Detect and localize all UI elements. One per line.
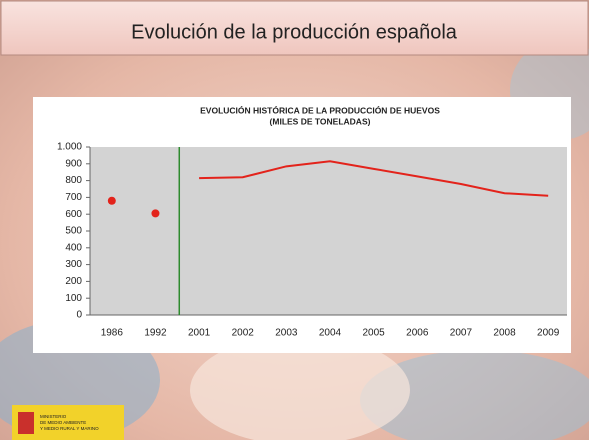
- y-tick-label: 900: [65, 158, 82, 169]
- y-tick-label: 1.000: [57, 142, 82, 153]
- chart-title: EVOLUCIÓN HISTÓRICA DE LA PRODUCCIÓN DE …: [200, 104, 440, 115]
- x-tick-label: 2002: [232, 328, 255, 339]
- y-tick-label: 800: [65, 175, 82, 186]
- x-tick-label: 2004: [319, 328, 342, 339]
- x-tick-label: 2001: [188, 328, 211, 339]
- plot-area: [90, 147, 567, 315]
- x-tick-label: 2005: [363, 328, 386, 339]
- y-tick-label: 300: [65, 259, 82, 270]
- y-tick-label: 600: [65, 209, 82, 220]
- background-shape: [360, 350, 589, 440]
- title-band: [0, 0, 589, 56]
- y-tick-label: 200: [65, 276, 82, 287]
- data-point: [107, 196, 116, 205]
- logo-emblem: [18, 412, 34, 434]
- x-tick-label: 2003: [275, 328, 298, 339]
- y-tick-label: 0: [76, 310, 82, 321]
- x-tick-label: 2006: [406, 328, 429, 339]
- y-tick-label: 400: [65, 242, 82, 253]
- x-tick-label: 1986: [101, 328, 124, 339]
- data-line: [199, 160, 549, 197]
- logo-text: Y MEDIO RURAL Y MARINO: [40, 426, 99, 431]
- slide-title: Evolución de la producción española: [131, 21, 458, 43]
- logo-text: DE MEDIO AMBIENTE: [40, 420, 86, 425]
- data-point: [151, 209, 160, 218]
- logo-text: MINISTERIO: [40, 414, 67, 419]
- background-shape: [190, 335, 410, 440]
- y-tick-label: 500: [65, 226, 82, 237]
- x-tick-label: 2009: [537, 328, 560, 339]
- x-tick-label: 1992: [144, 328, 167, 339]
- chart-title: (MILES DE TONELADAS): [270, 116, 371, 126]
- y-tick-label: 100: [65, 293, 82, 304]
- x-tick-label: 2007: [450, 328, 473, 339]
- y-tick-label: 700: [65, 192, 82, 203]
- x-tick-label: 2008: [493, 328, 516, 339]
